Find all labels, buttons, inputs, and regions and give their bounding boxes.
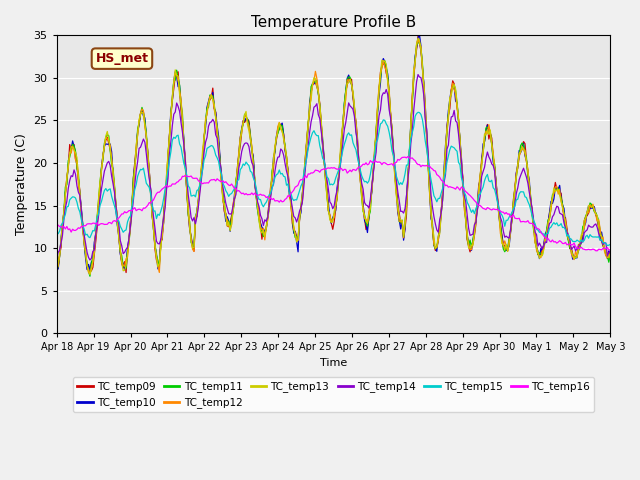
TC_temp13 xyxy=(451,82,458,87)
TC_temp09 xyxy=(607,257,614,263)
TC_temp13 xyxy=(72,150,79,156)
Line: TC_temp12: TC_temp12 xyxy=(57,39,611,274)
TC_temp12 xyxy=(532,247,540,253)
TC_temp12 xyxy=(339,120,347,125)
TC_temp13 xyxy=(605,252,612,257)
TC_temp09 xyxy=(532,243,540,249)
TC_temp16 xyxy=(607,247,614,253)
TC_temp09 xyxy=(122,270,130,276)
TC_temp09 xyxy=(339,122,347,128)
TC_temp11 xyxy=(53,268,61,274)
X-axis label: Time: Time xyxy=(320,358,347,368)
TC_temp11 xyxy=(451,82,458,88)
TC_temp10 xyxy=(339,120,347,126)
TC_temp10 xyxy=(605,248,612,254)
TC_temp10 xyxy=(607,254,614,260)
Line: TC_temp13: TC_temp13 xyxy=(57,38,611,275)
TC_temp14 xyxy=(532,232,540,238)
TC_temp13 xyxy=(532,245,540,251)
Legend: TC_temp09, TC_temp10, TC_temp11, TC_temp12, TC_temp13, TC_temp14, TC_temp15, TC_: TC_temp09, TC_temp10, TC_temp11, TC_temp… xyxy=(73,377,594,412)
TC_temp16 xyxy=(337,166,345,171)
Y-axis label: Temperature (C): Temperature (C) xyxy=(15,133,28,235)
TC_temp10 xyxy=(89,258,97,264)
TC_temp14 xyxy=(53,256,61,262)
TC_temp14 xyxy=(90,247,98,253)
TC_temp15 xyxy=(449,144,456,150)
TC_temp11 xyxy=(86,273,94,279)
TC_temp09 xyxy=(414,33,422,39)
TC_temp12 xyxy=(607,250,614,256)
TC_temp16 xyxy=(531,223,539,229)
TC_temp15 xyxy=(607,241,614,247)
Title: Temperature Profile B: Temperature Profile B xyxy=(251,15,416,30)
TC_temp14 xyxy=(607,248,614,254)
TC_temp12 xyxy=(605,255,612,261)
TC_temp16 xyxy=(404,154,412,159)
TC_temp16 xyxy=(53,221,61,227)
TC_temp15 xyxy=(53,229,61,235)
TC_temp13 xyxy=(90,250,98,255)
TC_temp15 xyxy=(605,242,612,248)
TC_temp10 xyxy=(121,267,129,273)
TC_temp13 xyxy=(414,35,422,41)
TC_temp16 xyxy=(72,228,79,233)
TC_temp09 xyxy=(89,264,97,270)
TC_temp09 xyxy=(72,156,79,162)
Line: TC_temp16: TC_temp16 xyxy=(57,156,611,251)
TC_temp13 xyxy=(339,120,347,126)
TC_temp11 xyxy=(72,148,79,154)
Line: TC_temp14: TC_temp14 xyxy=(57,74,611,260)
TC_temp14 xyxy=(339,140,347,146)
TC_temp14 xyxy=(414,72,422,77)
TC_temp16 xyxy=(449,185,456,191)
TC_temp14 xyxy=(86,257,94,263)
TC_temp11 xyxy=(532,246,540,252)
Text: HS_met: HS_met xyxy=(95,52,148,65)
TC_temp12 xyxy=(451,86,458,92)
TC_temp10 xyxy=(72,150,79,156)
Line: TC_temp11: TC_temp11 xyxy=(57,42,611,276)
TC_temp13 xyxy=(86,272,94,277)
TC_temp09 xyxy=(451,81,458,87)
TC_temp11 xyxy=(415,39,423,45)
TC_temp13 xyxy=(607,255,614,261)
TC_temp12 xyxy=(72,156,79,162)
TC_temp12 xyxy=(414,36,422,42)
TC_temp10 xyxy=(532,245,540,251)
TC_temp09 xyxy=(53,267,61,273)
TC_temp16 xyxy=(605,247,612,252)
Line: TC_temp15: TC_temp15 xyxy=(57,112,611,246)
TC_temp15 xyxy=(89,228,97,233)
TC_temp16 xyxy=(593,248,601,253)
TC_temp11 xyxy=(605,259,612,265)
TC_temp14 xyxy=(605,250,612,255)
Line: TC_temp10: TC_temp10 xyxy=(57,35,611,270)
Line: TC_temp09: TC_temp09 xyxy=(57,36,611,273)
TC_temp15 xyxy=(531,221,539,227)
TC_temp15 xyxy=(604,243,611,249)
TC_temp10 xyxy=(53,265,61,271)
TC_temp14 xyxy=(72,171,79,177)
TC_temp11 xyxy=(607,249,614,255)
TC_temp14 xyxy=(451,108,458,113)
TC_temp09 xyxy=(605,250,612,256)
TC_temp12 xyxy=(90,245,98,251)
TC_temp12 xyxy=(86,271,94,277)
TC_temp10 xyxy=(451,83,458,88)
TC_temp10 xyxy=(415,32,423,38)
TC_temp13 xyxy=(53,270,61,276)
TC_temp15 xyxy=(414,109,422,115)
TC_temp12 xyxy=(53,266,61,272)
TC_temp15 xyxy=(72,195,79,201)
TC_temp16 xyxy=(89,220,97,226)
TC_temp11 xyxy=(90,244,98,250)
TC_temp15 xyxy=(337,154,345,160)
TC_temp11 xyxy=(339,121,347,127)
